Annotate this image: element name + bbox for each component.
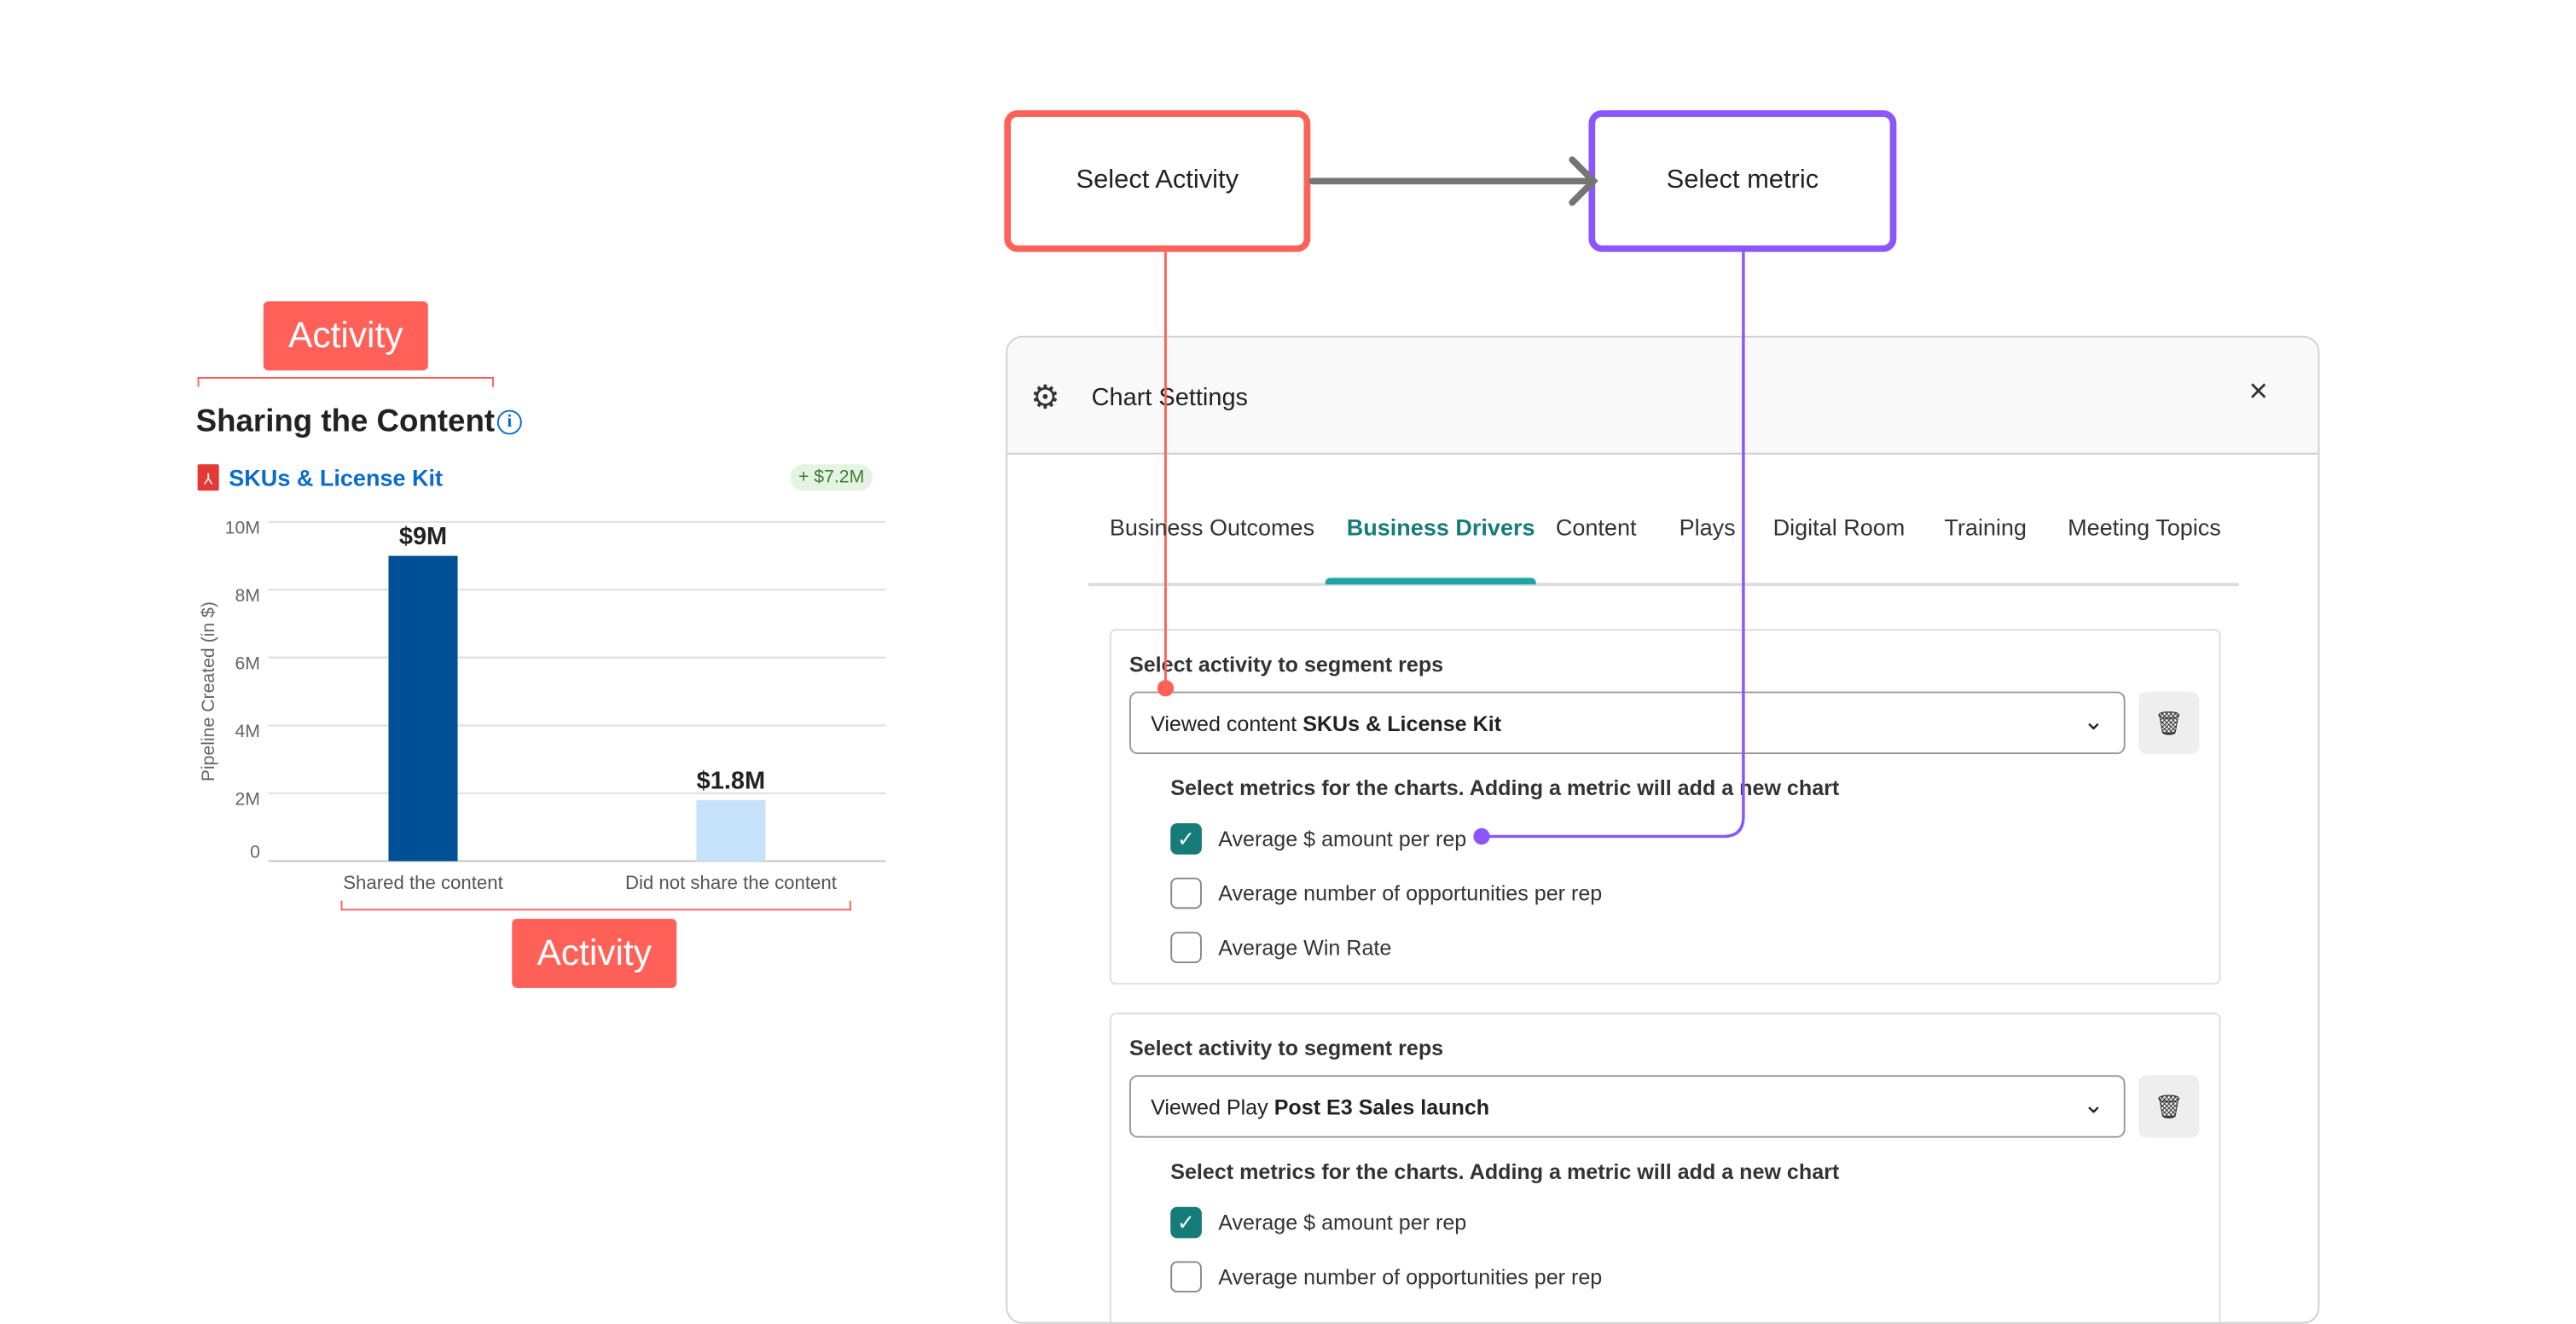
y-tick-label: 4M bbox=[235, 722, 259, 741]
x-tick-label: Shared the content bbox=[343, 872, 503, 893]
bar-data-label: $1.8M bbox=[697, 767, 765, 794]
select-prefix: Viewed Play bbox=[1151, 1094, 1268, 1119]
y-tick-label: 0 bbox=[250, 843, 260, 862]
delete-button[interactable]: 🗑 bbox=[2138, 691, 2200, 754]
y-tick-label: 8M bbox=[235, 586, 259, 606]
tab-business-drivers[interactable]: Business Drivers bbox=[1346, 514, 1535, 541]
y-tick-label: 6M bbox=[235, 653, 259, 673]
panel-title: Chart Settings bbox=[1091, 383, 1249, 412]
chevron-down-icon: ⌄ bbox=[2083, 707, 2104, 736]
active-tab-indicator bbox=[1325, 578, 1536, 585]
trash-icon: 🗑 bbox=[2154, 1092, 2184, 1119]
trash-icon: 🗑 bbox=[2154, 708, 2184, 735]
bar bbox=[696, 799, 766, 862]
metric-label: Average $ amount per rep bbox=[1218, 826, 1467, 851]
activity-annotation-bottom: Activity bbox=[512, 918, 677, 988]
metric-checkbox[interactable] bbox=[1170, 877, 1202, 909]
metrics-label: Select metrics for the charts. Adding a … bbox=[1170, 1158, 1840, 1184]
activity-annotation-top: Activity bbox=[263, 301, 428, 371]
tab-business-outcomes[interactable]: Business Outcomes bbox=[1109, 514, 1315, 541]
tab-plays[interactable]: Plays bbox=[1679, 514, 1736, 541]
segment-card-1: Select activity to segment reps Viewed c… bbox=[1109, 629, 2221, 985]
metric-checkbox-checked[interactable]: ✓ bbox=[1170, 1206, 1202, 1239]
tab-digital-room[interactable]: Digital Room bbox=[1772, 514, 1906, 541]
annotation-bracket-top bbox=[197, 376, 495, 387]
select-prefix: Viewed content bbox=[1151, 710, 1297, 735]
select-activity-box: Select Activity bbox=[1004, 110, 1311, 253]
close-button[interactable]: × bbox=[2248, 374, 2268, 410]
select-metric-box: Select metric bbox=[1588, 110, 1897, 253]
tab-training[interactable]: Training bbox=[1944, 514, 2027, 541]
delta-badge: + $7.2M bbox=[790, 464, 873, 491]
activity-select[interactable]: Viewed Play Post E3 Sales launch ⌄ bbox=[1128, 1075, 2126, 1138]
activity-select[interactable]: Viewed content SKUs & License Kit ⌄ bbox=[1128, 691, 2126, 754]
select-value: SKUs & License Kit bbox=[1303, 710, 1502, 735]
metric-checkbox[interactable] bbox=[1170, 932, 1202, 964]
tab-meeting-topics[interactable]: Meeting Topics bbox=[2068, 514, 2221, 541]
info-icon[interactable]: i bbox=[496, 409, 522, 435]
metric-label: Average number of opportunities per rep bbox=[1218, 1264, 1603, 1290]
chart-settings-panel: ⚙ Chart Settings × Business Outcomes Bus… bbox=[1006, 335, 2320, 1324]
bar bbox=[388, 555, 458, 862]
y-tick-label: 2M bbox=[235, 789, 259, 809]
delete-button[interactable]: 🗑 bbox=[2138, 1075, 2200, 1138]
bar-data-label: $9M bbox=[399, 523, 447, 550]
x-tick-label: Did not share the content bbox=[625, 872, 837, 893]
chevron-down-icon: ⌄ bbox=[2083, 1091, 2104, 1120]
metric-label: Average $ amount per rep bbox=[1218, 1210, 1467, 1235]
gear-icon: ⚙ bbox=[1030, 380, 1060, 417]
bar-chart: 0 2M 4M 6M 8M 10M Pipeline Created (in $) $9M Sh… bbox=[199, 518, 886, 893]
tab-divider bbox=[1088, 583, 2239, 586]
content-link[interactable]: SKUs & License Kit bbox=[229, 464, 444, 491]
y-axis-label: Pipeline Created (in $) bbox=[199, 601, 218, 781]
metric-label: Average Win Rate bbox=[1218, 935, 1392, 961]
metric-checkbox-checked[interactable]: ✓ bbox=[1170, 823, 1202, 855]
annotation-bracket-bottom bbox=[340, 900, 851, 911]
metrics-label: Select metrics for the charts. Adding a … bbox=[1170, 775, 1840, 800]
segment-card-2: Select activity to segment reps Viewed P… bbox=[1109, 1012, 2221, 1322]
flow-arrow bbox=[1308, 156, 1598, 206]
metric-label: Average number of opportunities per rep bbox=[1218, 880, 1603, 906]
segment-label: Select activity to segment reps bbox=[1128, 652, 1444, 677]
chart-title: Sharing the Content bbox=[195, 404, 496, 440]
pdf-icon: ⅄ bbox=[197, 464, 219, 491]
y-tick-label: 10M bbox=[225, 518, 260, 537]
select-value: Post E3 Sales launch bbox=[1273, 1094, 1490, 1119]
tab-content[interactable]: Content bbox=[1555, 514, 1637, 541]
segment-label: Select activity to segment reps bbox=[1128, 1035, 1444, 1060]
